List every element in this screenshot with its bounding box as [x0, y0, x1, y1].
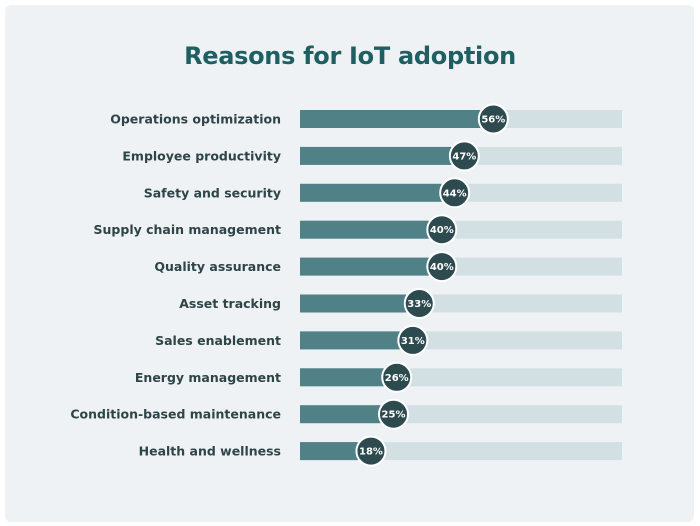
value-marker [397, 324, 429, 356]
bar [300, 220, 429, 239]
value-marker [378, 398, 409, 430]
bar [300, 405, 381, 424]
value-marker [426, 214, 458, 246]
bar-row: Quality assurance 40% [154, 251, 622, 283]
value-label: 31% [401, 336, 425, 347]
value-marker [403, 288, 435, 319]
value-label: 56% [481, 115, 505, 126]
bar [300, 368, 384, 387]
category-label: Operations optimization [110, 112, 281, 127]
value-label: 44% [443, 188, 467, 199]
value-label: 47% [452, 151, 476, 162]
value-label: 40% [430, 262, 454, 273]
bar [300, 442, 358, 461]
category-label: Employee productivity [122, 148, 281, 163]
value-marker [426, 251, 458, 283]
category-label: Energy management [135, 370, 281, 385]
category-label: Sales enablement [155, 333, 281, 348]
bar [300, 331, 400, 350]
value-marker [477, 103, 509, 135]
category-label: Quality assurance [154, 259, 281, 274]
bar-row: Employee productivity 47% [122, 140, 622, 172]
bar-row: Condition-based maintenance 25% [70, 398, 622, 430]
bar-row: Operations optimization 56% [110, 103, 622, 135]
value-marker [439, 177, 471, 209]
value-marker [355, 435, 387, 467]
bar [300, 257, 429, 276]
bar [300, 183, 442, 202]
value-label: 26% [385, 373, 409, 384]
category-label: Safety and security [144, 185, 281, 200]
bar [300, 294, 407, 313]
value-label: 25% [382, 410, 406, 421]
bar [300, 146, 452, 165]
category-label: Condition-based maintenance [70, 407, 281, 422]
bar-row: Supply chain management 40% [94, 214, 622, 246]
bar-row: Safety and security 44% [144, 177, 622, 209]
value-label: 40% [430, 225, 454, 236]
value-marker [448, 140, 480, 172]
value-label: 33% [407, 299, 431, 310]
category-label: Health and wellness [139, 444, 281, 459]
bar [300, 110, 481, 128]
category-label: Asset tracking [179, 296, 281, 311]
chart-title: Reasons for IoT adoption [184, 42, 516, 70]
bar-row: Health and wellness 18% [139, 435, 622, 467]
bar-row: Sales enablement 31% [155, 324, 622, 356]
bar-row: Asset tracking 33% [179, 288, 622, 319]
value-marker [381, 361, 413, 393]
bar-row: Energy management 26% [135, 361, 622, 393]
category-label: Supply chain management [94, 222, 281, 237]
value-label: 18% [359, 447, 383, 458]
